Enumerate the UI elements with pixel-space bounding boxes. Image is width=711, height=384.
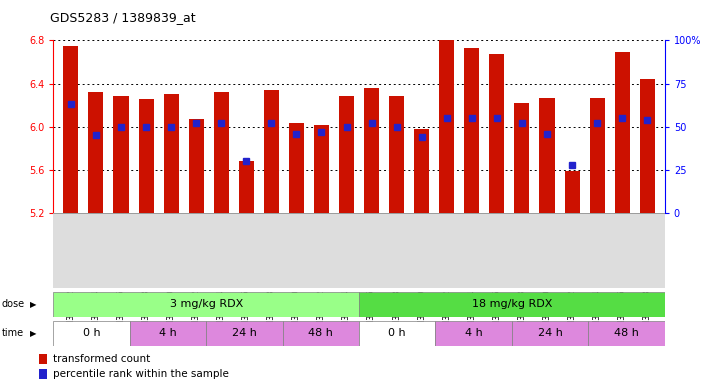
Bar [415,129,429,213]
Bar [188,119,203,213]
Bar [515,103,530,213]
Text: 4 h: 4 h [465,328,483,338]
Bar [206,321,283,346]
Text: transformed count: transformed count [53,354,150,364]
Bar [39,354,47,364]
Text: GDS5283 / 1389839_at: GDS5283 / 1389839_at [50,12,196,25]
Bar [264,90,279,213]
Bar [214,92,229,213]
Bar [283,321,359,346]
Bar [129,321,206,346]
Bar [464,48,479,213]
Text: 3 mg/kg RDX: 3 mg/kg RDX [169,299,243,310]
Text: 48 h: 48 h [614,328,639,338]
Bar [489,55,504,213]
Bar [53,292,359,317]
Bar [359,292,665,317]
Text: 24 h: 24 h [538,328,562,338]
Text: time: time [1,328,23,338]
Bar [589,321,665,346]
Bar [615,52,630,213]
Bar [565,171,579,213]
Bar [364,88,379,213]
Bar [439,40,454,213]
Bar [640,79,655,213]
Bar [339,96,354,213]
Text: ▶: ▶ [30,300,36,309]
Bar [88,92,103,213]
Text: 48 h: 48 h [309,328,333,338]
Text: 18 mg/kg RDX: 18 mg/kg RDX [471,299,552,310]
Text: 24 h: 24 h [232,328,257,338]
Text: 0 h: 0 h [82,328,100,338]
Bar [314,124,329,213]
Bar [139,99,154,213]
Bar [53,321,129,346]
Bar [239,161,254,213]
Bar [389,96,404,213]
Text: ▶: ▶ [30,329,36,338]
Bar [289,124,304,213]
Bar [540,98,555,213]
Bar [512,321,589,346]
Text: percentile rank within the sample: percentile rank within the sample [53,369,228,379]
Bar [39,369,47,379]
Bar [63,46,78,213]
Text: 0 h: 0 h [388,328,406,338]
Bar [435,321,512,346]
Bar [589,98,604,213]
Text: dose: dose [1,299,25,310]
Bar [114,96,129,213]
Bar [359,321,435,346]
Bar [164,94,178,213]
Text: 4 h: 4 h [159,328,177,338]
